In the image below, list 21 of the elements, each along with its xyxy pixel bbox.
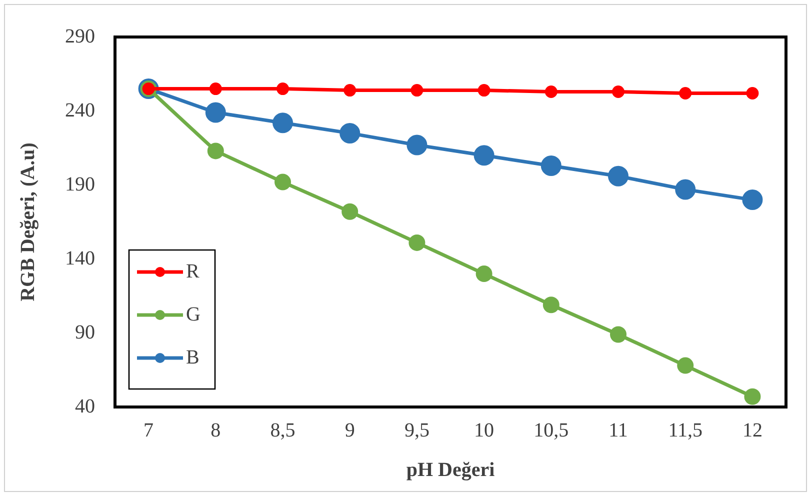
- x-tick-label: 10,5: [534, 419, 569, 442]
- x-tick-label: 10: [474, 419, 494, 442]
- y-axis-title: RGB Değeri, (A.u): [17, 142, 40, 302]
- x-tick-label: 9,5: [404, 419, 430, 442]
- y-tick-label: 190: [65, 173, 95, 196]
- legend-label: B: [186, 346, 200, 368]
- x-tick-label: 9: [344, 419, 355, 442]
- x-tick-label: 11: [608, 419, 628, 442]
- x-tick-label: 11,5: [668, 419, 702, 442]
- x-axis-title: pH Değeri: [406, 459, 496, 482]
- y-tick-label: 240: [65, 99, 95, 122]
- legend-label: R: [186, 260, 200, 282]
- y-tick-label: 40: [75, 395, 95, 418]
- x-tick-label: 12: [742, 419, 762, 442]
- y-tick-label: 290: [65, 25, 95, 48]
- y-tick-label: 90: [75, 321, 95, 344]
- x-tick-label: 8,5: [270, 419, 296, 442]
- x-tick-label: 7: [144, 419, 154, 442]
- y-tick-label: 140: [65, 247, 95, 270]
- legend-label: G: [186, 303, 200, 326]
- x-tick-label: 8: [210, 419, 221, 442]
